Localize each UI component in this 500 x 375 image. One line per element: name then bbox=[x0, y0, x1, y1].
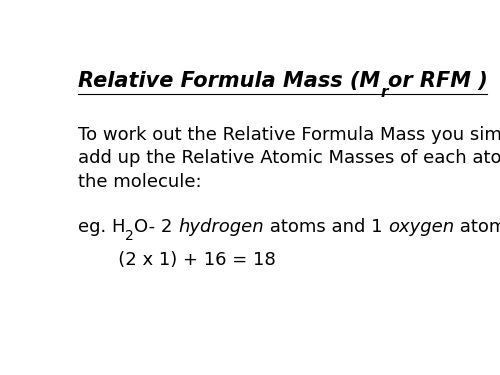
Text: oxygen: oxygen bbox=[388, 218, 454, 236]
Text: (2 x 1) + 16 = 18: (2 x 1) + 16 = 18 bbox=[78, 252, 276, 270]
Text: eg. H: eg. H bbox=[78, 218, 126, 236]
Text: r: r bbox=[380, 85, 388, 100]
Text: atoms and 1: atoms and 1 bbox=[264, 218, 388, 236]
Text: 2: 2 bbox=[126, 229, 134, 243]
Text: Relative Formula Mass (M: Relative Formula Mass (M bbox=[78, 71, 380, 91]
Text: hydrogen: hydrogen bbox=[178, 218, 264, 236]
Text: O- 2: O- 2 bbox=[134, 218, 178, 236]
Text: or RFM ): or RFM ) bbox=[388, 71, 488, 91]
Text: To work out the Relative Formula Mass you simply
add up the Relative Atomic Mass: To work out the Relative Formula Mass yo… bbox=[78, 126, 500, 191]
Text: atom: atom bbox=[454, 218, 500, 236]
